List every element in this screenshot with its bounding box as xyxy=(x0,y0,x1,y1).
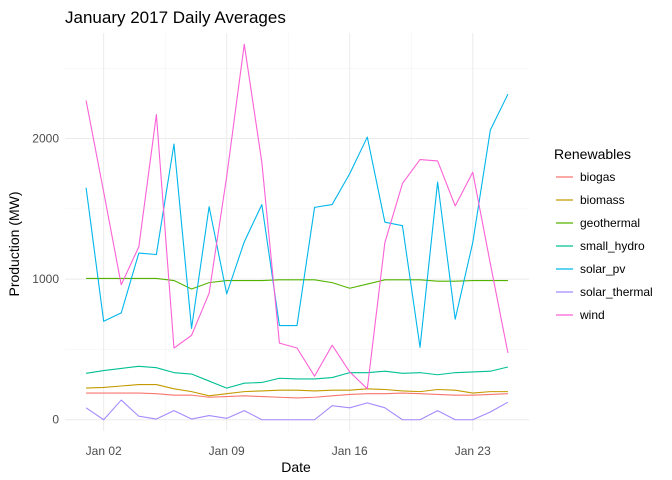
y-axis-title: Production (MW) xyxy=(6,191,22,296)
y-tick-label: 1000 xyxy=(32,272,59,286)
x-tick-label: Jan 16 xyxy=(332,444,368,458)
x-tick-label: Jan 23 xyxy=(455,444,491,458)
y-axis-ticks: 0 1000 2000 xyxy=(32,131,59,426)
legend-label: geothermal xyxy=(580,216,640,230)
series-line-biomass xyxy=(86,384,508,397)
gridlines xyxy=(65,33,529,431)
x-axis-title: Date xyxy=(281,459,311,475)
series-line-solar-pv xyxy=(85,93,509,348)
legend-label: biogas xyxy=(580,170,615,184)
legend: Renewables biogas biomass geothermal small_… xyxy=(554,146,653,322)
series-line-biogas xyxy=(86,392,508,399)
x-tick-label: Jan 09 xyxy=(209,444,245,458)
series-line-small-hydro xyxy=(86,365,509,389)
x-axis-ticks: Jan 02 Jan 09 Jan 16 Jan 23 xyxy=(86,444,491,458)
x-tick-label: Jan 02 xyxy=(86,444,122,458)
legend-label: solar_pv xyxy=(580,262,625,276)
legend-label: solar_thermal xyxy=(580,285,653,299)
series-lines xyxy=(85,43,509,421)
legend-label: wind xyxy=(579,308,605,322)
series-line-geothermal xyxy=(86,277,508,290)
chart-title: January 2017 Daily Averages xyxy=(65,8,286,27)
y-tick-label: 0 xyxy=(52,413,59,427)
legend-label: biomass xyxy=(580,193,625,207)
series-line-wind xyxy=(85,43,509,390)
series-line-solar-thermal xyxy=(85,399,509,421)
y-tick-label: 2000 xyxy=(32,131,59,145)
legend-label: small_hydro xyxy=(580,239,645,253)
legend-title: Renewables xyxy=(554,146,631,162)
